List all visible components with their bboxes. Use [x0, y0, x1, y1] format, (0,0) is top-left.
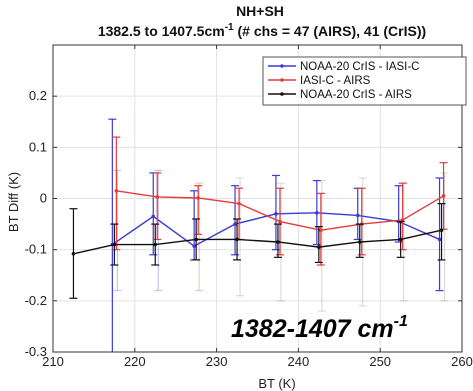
x-tick-label: 210 — [42, 354, 64, 369]
series-3 — [69, 203, 446, 299]
error-bar — [112, 136, 121, 251]
legend-item: NOAA-20 CrIS - IASI-C — [268, 61, 420, 73]
x-tick-label: 220 — [124, 354, 146, 369]
background-error-bar — [440, 172, 449, 302]
legend-label: IASI-C - AIRS — [300, 75, 371, 87]
data-point — [151, 214, 156, 219]
error-bar — [314, 226, 323, 264]
y-tick-label: -0.2 — [25, 293, 47, 308]
data-point — [196, 196, 200, 200]
y-axis-label: BT Diff (K) — [6, 172, 21, 232]
grid — [53, 45, 462, 352]
error-bar — [149, 172, 158, 256]
legend-marker — [280, 64, 284, 68]
legend-label: NOAA-20 CrIS - IASI-C — [300, 61, 420, 73]
chart-subtitle-rest: (# chs = 47 (AIRS), 41 (CrIS)) — [234, 23, 427, 39]
x-tick-label: 250 — [369, 354, 391, 369]
y-axis: -0.3 -0.2 -0.1 0 0.1 0.2 — [25, 88, 462, 359]
data-point — [315, 211, 319, 215]
data-point — [319, 228, 323, 233]
data-point — [441, 194, 446, 198]
chart-subtitle-sup: -1 — [225, 22, 234, 33]
x-axis: 210 220 230 240 250 260 — [42, 45, 473, 369]
data-point — [317, 245, 321, 249]
series-layer — [69, 118, 448, 352]
data-point — [71, 251, 76, 256]
y-tick-label: 0 — [40, 191, 47, 206]
data-point — [194, 237, 198, 242]
error-bar — [231, 185, 240, 256]
data-point — [439, 228, 444, 233]
error-bar — [235, 187, 244, 241]
legend-marker — [280, 92, 284, 96]
background-error-bar — [195, 182, 204, 292]
y-tick-label: 0.2 — [29, 88, 47, 103]
data-point — [235, 237, 239, 242]
data-point — [357, 240, 362, 244]
x-axis-label: BT (K) — [258, 376, 295, 391]
data-point — [276, 240, 280, 244]
data-point — [114, 189, 119, 193]
legend-item: NOAA-20 CrIS - AIRS — [268, 89, 412, 101]
data-point — [237, 201, 241, 206]
chart-subtitle: 1382.5 to 1407.5cm-1 (# chs = 47 (AIRS),… — [98, 22, 426, 39]
chart-title: NH+SH — [236, 3, 284, 19]
data-point — [274, 212, 278, 216]
chart-annotation: 1382-1407 cm-1 — [231, 313, 408, 343]
x-tick-label: 260 — [451, 354, 473, 369]
legend-marker — [280, 78, 284, 82]
error-bar — [435, 177, 444, 292]
series-1 — [108, 118, 444, 352]
data-point — [437, 237, 442, 242]
x-tick-label: 240 — [288, 354, 310, 369]
chart-annotation-main: 1382-1407 cm — [231, 315, 394, 343]
y-tick-label: -0.3 — [25, 344, 47, 359]
background-error-bar — [154, 169, 163, 292]
data-point — [112, 242, 117, 247]
background-error-bar — [236, 177, 245, 297]
data-point — [278, 219, 282, 224]
legend-item: IASI-C - AIRS — [268, 75, 371, 87]
series-line — [73, 229, 442, 255]
data-point — [155, 195, 160, 199]
data-point — [153, 242, 158, 247]
data-point — [192, 244, 196, 248]
data-point — [355, 213, 360, 218]
error-bar — [153, 172, 162, 241]
error-bar — [108, 118, 117, 352]
data-point — [233, 222, 237, 226]
x-tick-label: 230 — [206, 354, 228, 369]
chart-annotation-sup: -1 — [394, 313, 408, 330]
y-tick-label: -0.1 — [25, 242, 47, 257]
error-bar — [357, 187, 366, 256]
legend: NOAA-20 CrIS - IASI-C IASI-C - AIRS NOAA-2… — [262, 56, 467, 106]
series-2 — [112, 136, 448, 266]
data-point — [400, 218, 405, 222]
legend-box — [262, 56, 467, 106]
error-bar — [194, 185, 203, 235]
legend-label: NOAA-20 CrIS - AIRS — [300, 89, 412, 101]
error-bar — [394, 185, 403, 243]
chart-subtitle-main: 1382.5 to 1407.5cm — [98, 23, 225, 39]
data-point — [398, 237, 403, 242]
y-tick-label: 0.1 — [29, 139, 47, 154]
